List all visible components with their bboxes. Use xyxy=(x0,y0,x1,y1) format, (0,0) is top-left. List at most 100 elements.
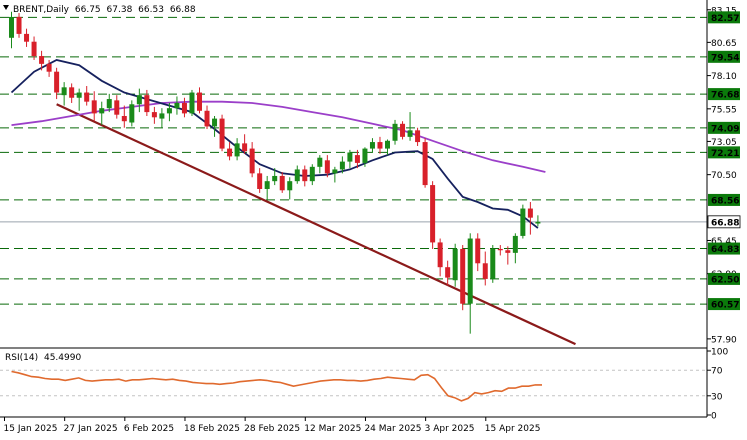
header-low: 66.53 xyxy=(138,5,164,15)
candle xyxy=(121,105,127,128)
level-label: 68.56 xyxy=(711,196,739,206)
level-label: 74.09 xyxy=(711,124,739,134)
candle-body xyxy=(204,110,210,127)
candle xyxy=(385,139,390,156)
level-label: 79.54 xyxy=(711,53,739,63)
candle-body xyxy=(535,221,541,224)
header-timeframe: Daily xyxy=(46,5,69,15)
price-panel xyxy=(0,11,707,346)
price-tick-label: 70.50 xyxy=(711,171,737,181)
candle xyxy=(189,89,195,116)
price-tick-label: 80.65 xyxy=(711,39,737,49)
candle-body xyxy=(400,123,406,137)
rsi-tick-label: 0 xyxy=(711,412,717,422)
level-label-bg xyxy=(708,272,740,285)
candle-body xyxy=(452,248,458,281)
candle xyxy=(407,112,413,141)
candle xyxy=(181,97,187,118)
candle xyxy=(136,88,142,113)
candle xyxy=(234,138,240,161)
candle-body xyxy=(407,130,413,137)
header-info: BRENT,Daily 66.75 67.38 66.53 66.88 xyxy=(13,5,196,15)
candle xyxy=(309,164,315,186)
candle-body xyxy=(151,112,157,118)
price-tick-label: 57.90 xyxy=(711,335,737,345)
candle xyxy=(467,233,473,334)
header-close: 66.88 xyxy=(170,5,196,15)
candle xyxy=(512,233,518,264)
candle xyxy=(527,202,533,235)
candle-body xyxy=(9,16,14,38)
candle-body xyxy=(249,148,255,174)
candle-body xyxy=(309,166,315,182)
candles xyxy=(9,11,541,334)
candle-body xyxy=(385,140,390,149)
candle-body xyxy=(264,181,270,189)
level-label-bg xyxy=(708,146,740,159)
candle xyxy=(197,87,202,114)
candle-body xyxy=(324,160,330,174)
candle-body xyxy=(174,102,180,109)
chart-header: BRENT,Daily 66.75 67.38 66.53 66.88 xyxy=(3,5,196,15)
collapse-triangle-icon[interactable] xyxy=(3,5,9,10)
rsi-axis-ticks: 100 70 30 0 xyxy=(707,348,728,422)
rsi-level-lines xyxy=(0,369,707,397)
candle xyxy=(445,260,451,286)
candle xyxy=(317,155,323,174)
time-label: 27 Jan 2025 xyxy=(64,424,118,434)
candle-body xyxy=(99,108,105,114)
candle xyxy=(505,246,511,265)
candle xyxy=(39,50,45,71)
candle-body xyxy=(527,208,533,218)
price-tick-label: 83.15 xyxy=(711,6,737,16)
level-label-bg xyxy=(708,193,740,206)
candle xyxy=(452,243,458,287)
candle xyxy=(16,13,22,38)
time-label: 15 Jan 2025 xyxy=(4,424,58,434)
candle-body xyxy=(227,148,233,157)
price-tick-label: 65.45 xyxy=(711,237,737,247)
candle xyxy=(287,177,293,200)
header-symbol: BRENT xyxy=(13,5,44,15)
candle xyxy=(204,105,210,130)
candle xyxy=(114,95,120,119)
candle xyxy=(129,100,135,127)
candle-body xyxy=(61,87,67,96)
trendline-layer xyxy=(56,103,576,346)
candle-body xyxy=(467,238,473,304)
candle-body xyxy=(362,148,368,163)
rsi-value: 45.4990 xyxy=(44,353,81,363)
candle xyxy=(332,166,338,183)
candle-body xyxy=(377,142,383,149)
candle-body xyxy=(234,143,240,157)
candle xyxy=(392,119,398,145)
candle xyxy=(294,165,300,184)
candle-body xyxy=(106,99,112,109)
level-label: 62.50 xyxy=(711,275,739,285)
candle-body xyxy=(91,100,97,114)
level-label-bg xyxy=(708,242,740,255)
time-label: 3 Apr 2025 xyxy=(425,424,475,434)
candle xyxy=(362,147,368,167)
candle xyxy=(272,168,278,186)
candle xyxy=(61,82,67,106)
candle xyxy=(264,175,270,200)
time-label: 15 Apr 2025 xyxy=(485,424,541,434)
candle-body xyxy=(475,238,481,264)
header-high: 67.38 xyxy=(107,5,133,15)
candle xyxy=(144,89,150,116)
candle xyxy=(99,101,105,126)
rsi-label: RSI(14) xyxy=(5,353,38,363)
level-label: 82.57 xyxy=(711,14,739,24)
candle xyxy=(520,204,526,239)
candle xyxy=(69,83,75,103)
candle-body xyxy=(392,123,398,141)
candle xyxy=(422,138,428,188)
candle-body xyxy=(497,248,503,251)
candle-body xyxy=(339,161,345,170)
candle-body xyxy=(369,142,375,149)
candle-body xyxy=(54,71,60,93)
rsi-tick-label: 100 xyxy=(711,348,728,358)
time-label: 6 Feb 2025 xyxy=(124,424,174,434)
